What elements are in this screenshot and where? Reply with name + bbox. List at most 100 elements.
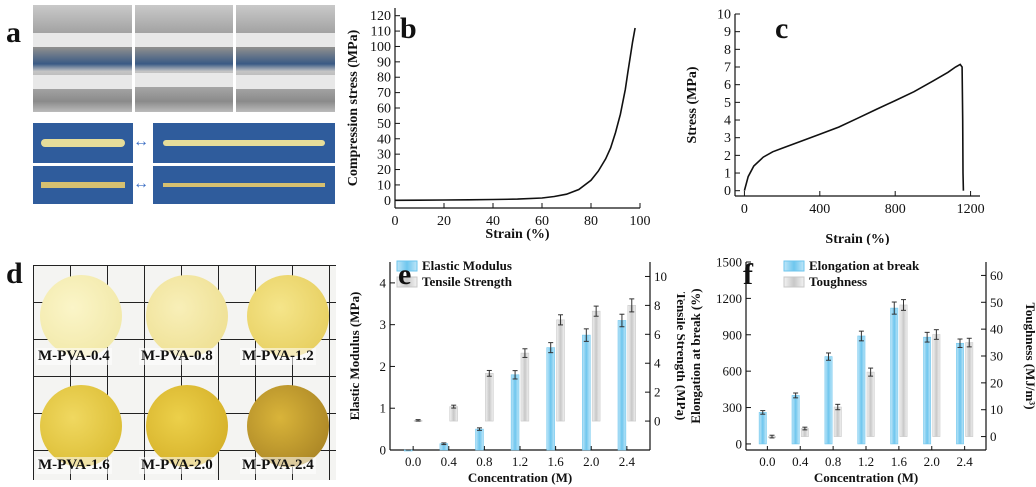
y-axis-label: Elastic Modulus (MPa) [347,292,362,421]
x-tick-label: 800 [885,202,906,217]
compression-photo-1 [33,5,132,112]
y-tick-label: 8 [724,43,731,58]
y-tick-label-right: 2 [654,385,661,400]
panel-letter-b: b [400,12,417,45]
x-tick-label: 1.2 [858,454,874,469]
y-tick-label: 300 [723,400,743,415]
panel-letter-e: e [398,258,412,291]
y-tick-label: 20 [377,163,391,178]
bar [857,335,866,445]
y-tick-label: 4 [380,275,387,290]
y-tick-label: 60 [377,102,391,117]
y-tick-label: 10 [717,8,731,23]
y-axis-label: Elongation at break (%) [688,288,703,423]
x-axis-label: Strain (%) [485,227,550,242]
bar [582,334,591,451]
bar [932,334,941,437]
y-tick-label: 100 [370,40,391,55]
panel-d: d M-PVA-0.4 M-PVA-0.8 M-PVA-1.2 M-PVA-1.… [0,245,345,487]
y-tick-label: 70 [377,86,391,101]
y-tick-label: 1 [380,401,387,416]
y-tick-label: 40 [377,132,391,147]
disc [247,385,329,467]
y-tick-label: 4 [724,114,731,129]
y-tick-label: 3 [724,131,731,146]
bar [475,428,484,451]
y-tick-label-right: 0 [990,429,997,444]
y-tick-label: 0 [384,194,391,209]
x-tick-label: 0.4 [792,454,809,469]
x-tick-label: 0 [392,214,399,229]
legend-label: Elongation at break [809,258,920,273]
bar [617,320,627,451]
x-tick-label: 0 [741,202,748,217]
tension-photo-knot-after [153,166,335,204]
y-tick-label: 0 [736,436,743,451]
bar [485,373,494,422]
disc-label: M-PVA-1.6 [36,457,112,474]
x-tick-label: 1200 [957,202,985,217]
y-tick-label: 50 [377,117,391,132]
disc [247,275,329,357]
disc-label: M-PVA-0.8 [139,348,215,365]
y-axis-label-right: Tensile Strength (MPa) [674,292,685,421]
bar [899,304,908,437]
bar [520,352,530,422]
tension-photo-twisted-before [33,123,133,163]
disc [146,385,228,467]
y-tick-label: 7 [724,61,731,76]
panel-letter-c: c [775,12,789,45]
y-tick-label: 0 [724,184,731,199]
bar [956,342,964,445]
arrow-icon: ↔ [133,133,149,150]
bar [890,307,899,445]
disc-label: M-PVA-2.0 [139,457,215,474]
y-tick-label-right: 30 [990,349,1003,364]
chart-b: 0102030405060708090100110120Compression … [346,8,651,242]
x-tick-label: 1.2 [512,454,528,469]
y-tick-label: 6 [724,78,731,93]
y-tick-label: 0 [380,443,387,458]
y-axis-label-right: Toughness (MJ/m³) [1023,302,1036,409]
disc [40,275,122,357]
bar [824,356,833,445]
y-tick-label: 3 [380,317,387,332]
y-tick-label: 2 [724,149,731,164]
y-tick-label: 5 [724,96,731,111]
legend-swatch [396,260,418,272]
y-tick-label: 600 [723,364,743,379]
x-tick-label: 1.6 [547,454,564,469]
x-tick-label: 0.8 [476,454,492,469]
y-tick-label-right: 50 [990,295,1003,310]
y-tick-label: 1 [724,167,731,182]
y-tick-label: 1200 [716,291,742,306]
x-tick-label: 0.0 [405,454,421,469]
bar [449,406,458,422]
legend-label: Elastic Modulus [422,258,512,273]
x-tick-label: 0.0 [759,454,775,469]
y-tick-label-right: 40 [990,322,1003,337]
chart-e: 0 1 2 3 4 Elastic Modulus (MPa) Concentration … [347,258,685,485]
bar [758,412,767,445]
tension-photo-twisted-after [153,123,335,163]
bar [866,371,875,437]
bar [546,347,555,451]
chart-c: 0 1 2 3 4 5 6 7 8 9 10 Stress (MPa) Strain (%) 0 400 80… [685,8,985,246]
panel-a: a ↔ ↔ [0,0,345,240]
series-line [394,27,636,202]
y-tick-label: 110 [371,25,391,40]
disc [146,275,228,357]
legend-swatch [783,260,805,272]
y-tick-label: 120 [370,9,391,24]
y-tick-label-right: 4 [654,356,661,371]
disc [40,385,122,467]
disc-label: M-PVA-0.4 [36,348,112,365]
compression-photo-2 [135,5,233,112]
x-tick-label: 0.4 [441,454,458,469]
bar [923,336,932,445]
y-tick-label: 10 [377,178,391,193]
x-tick-label: 2.4 [957,454,974,469]
bar [591,310,601,422]
y-tick-label: 30 [377,148,391,163]
